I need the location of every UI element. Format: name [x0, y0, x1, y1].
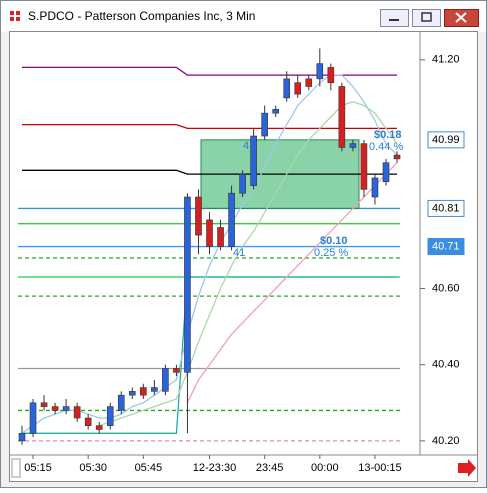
candle-body	[272, 109, 279, 114]
app-icon	[10, 11, 20, 21]
price-marker-label: 40.81	[432, 202, 460, 214]
annotation: 0.25 %	[314, 247, 348, 259]
close-button[interactable]	[444, 9, 479, 27]
candle-body	[327, 67, 335, 83]
indicator-line	[186, 162, 398, 404]
candle-body	[316, 63, 324, 80]
candle-body	[173, 368, 180, 373]
candle-body	[95, 425, 103, 430]
x-tick-label: 12-23:30	[193, 462, 236, 474]
candle-body	[305, 78, 313, 87]
candle-body	[184, 196, 191, 373]
chart-panel	[9, 31, 478, 482]
candle-body	[62, 406, 70, 411]
candle-body	[151, 387, 158, 392]
indicator-line	[98, 101, 398, 427]
candle-body	[228, 192, 235, 247]
candle-body	[250, 135, 257, 186]
annotation: $0.10	[320, 235, 348, 247]
y-tick-label: 40.60	[432, 282, 460, 294]
x-tick-label: 05:30	[79, 462, 107, 474]
candle-body	[51, 406, 59, 411]
candle-body	[40, 402, 48, 407]
candle-body	[294, 82, 302, 95]
candle-body	[382, 162, 390, 183]
candle-body	[129, 391, 136, 396]
candle-body	[360, 143, 368, 190]
candle-body	[393, 154, 401, 160]
price-marker	[427, 199, 465, 217]
candle-body	[73, 406, 81, 419]
candle-body	[29, 402, 37, 434]
candle-body	[195, 196, 202, 236]
candle-body	[84, 417, 92, 426]
candle-body	[239, 173, 246, 194]
window-title: S.PDCO - Patterson Companies Inc, 3 Min	[28, 9, 255, 23]
candle-body	[117, 394, 125, 411]
x-tick-label: 23:45	[256, 462, 284, 474]
indicator-line	[22, 123, 397, 130]
x-tick-label: 05:15	[24, 462, 52, 474]
candle-body	[338, 86, 346, 148]
y-tick-label: 40.40	[432, 359, 460, 371]
x-tick-label: 00:00	[311, 462, 339, 474]
candle-body	[206, 219, 213, 247]
candle-body	[106, 406, 114, 426]
candle-body	[18, 432, 26, 442]
annotation: 41	[233, 247, 245, 259]
indicator-line	[22, 169, 397, 175]
candle-body	[162, 368, 169, 392]
candle-body	[217, 227, 224, 247]
x-tick-label: 05:45	[135, 462, 163, 474]
y-tick-label: 40.20	[432, 435, 460, 447]
candle-body	[261, 112, 268, 137]
candle-body	[349, 143, 357, 148]
candle-body	[140, 387, 147, 396]
minimize-button[interactable]	[380, 9, 409, 27]
candle-body	[283, 78, 291, 99]
price-marker	[427, 238, 465, 256]
scroll-right-arrow[interactable]	[458, 459, 476, 477]
indicator-line	[21, 74, 398, 434]
price-marker-label: 40.71	[432, 240, 460, 252]
candle-body	[371, 177, 379, 198]
annotation: 0.44 %	[369, 141, 403, 153]
annotation: $0.18	[374, 129, 402, 141]
y-tick-label: 41.20	[432, 54, 460, 66]
price-marker-label: 40.99	[432, 134, 460, 146]
indicator-line	[22, 276, 397, 434]
annotation: 4	[243, 140, 249, 152]
x-tick-label: 13-00:15	[358, 462, 401, 474]
plot: 05:15 05:30 05:45 12-23:30 23:45 00:00 13-00:1…	[18, 48, 465, 474]
price-marker	[427, 131, 465, 149]
scroll-handle[interactable]	[11, 458, 21, 478]
maximize-button[interactable]	[412, 9, 441, 27]
